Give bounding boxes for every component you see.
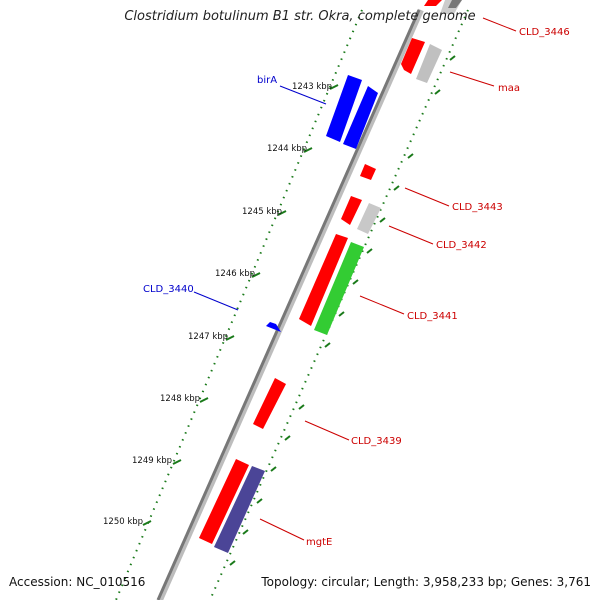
- inner-dotted-track: [115, 9, 363, 600]
- kbp-tick-label: 1243 kbp: [292, 82, 332, 92]
- gene-cld3442-gray[interactable]: [357, 203, 381, 234]
- gene-features: [199, 0, 462, 553]
- gene-birA-left[interactable]: [326, 75, 362, 142]
- kbp-tick-label: 1248 kbp: [160, 394, 200, 404]
- kbp-tick-label: 1249 kbp: [132, 456, 172, 466]
- gene-cld3441-red[interactable]: [299, 234, 348, 326]
- gene-label-cld3439: CLD_3439: [351, 436, 402, 447]
- gene-cld3446-red[interactable]: [424, 0, 442, 6]
- topology-text: Topology: circular; Length: 3,958,233 bp…: [261, 575, 591, 589]
- genome-backbone: [157, 8, 424, 600]
- gene-label-maa: maa: [498, 83, 520, 94]
- label-leaders: [193, 17, 517, 541]
- gene-label-cld3442: CLD_3442: [436, 240, 487, 251]
- gene-label-birA: birA: [257, 75, 277, 86]
- gene-label-cld3440: CLD_3440: [143, 284, 194, 295]
- gene-label-mgtE: mgtE: [306, 537, 332, 548]
- kbp-tick-label: 1246 kbp: [215, 269, 255, 279]
- gene-cld3440[interactable]: [266, 322, 281, 332]
- gene-mgtE-red[interactable]: [199, 459, 249, 544]
- gene-maa-gray[interactable]: [416, 44, 442, 83]
- gene-cld3441-green[interactable]: [314, 242, 364, 335]
- gene-birA-right[interactable]: [343, 86, 378, 149]
- gene-label-cld3446: CLD_3446: [519, 27, 570, 38]
- kbp-ticks: 1243 kbp 1244 kbp 1245 kbp 1246 kbp 1247…: [103, 82, 339, 527]
- kbp-tick-label: 1247 kbp: [188, 332, 228, 342]
- gene-label-cld3441: CLD_3441: [407, 311, 458, 322]
- gene-cld3439[interactable]: [253, 378, 286, 429]
- gene-cld3442-red[interactable]: [341, 196, 362, 225]
- genome-title: Clostridium botulinum B1 str. Okra, comp…: [124, 9, 476, 24]
- gene-cld3443[interactable]: [360, 164, 376, 180]
- genome-backbone-shade: [156, 9, 421, 600]
- accession-text: Accession: NC_010516: [9, 575, 146, 589]
- kbp-tick-label: 1244 kbp: [267, 144, 307, 154]
- gene-cld3446-dark[interactable]: [448, 0, 462, 8]
- outer-track-ticks: [229, 55, 456, 566]
- gene-label-cld3443: CLD_3443: [452, 202, 503, 213]
- kbp-tick-label: 1250 kbp: [103, 517, 143, 527]
- gene-maa-red[interactable]: [401, 38, 425, 74]
- kbp-tick-label: 1245 kbp: [242, 207, 282, 217]
- gene-mgtE-purple[interactable]: [214, 466, 265, 553]
